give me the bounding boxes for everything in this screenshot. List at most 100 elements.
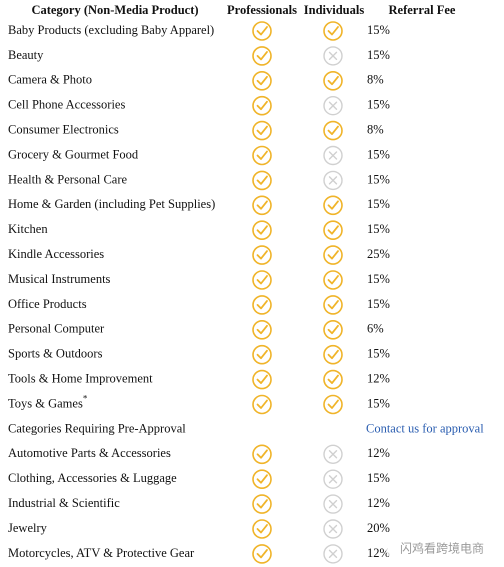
check-mark <box>256 175 268 185</box>
check-icon <box>323 394 343 415</box>
cross-icon <box>323 544 343 564</box>
check-mark <box>327 225 339 235</box>
check-icon <box>323 369 343 390</box>
check-icon <box>323 120 343 141</box>
check-circle <box>252 195 272 216</box>
fee: 15% <box>367 48 390 62</box>
category: Kindle Accessories <box>8 247 104 261</box>
check-mark <box>327 374 339 384</box>
cross-icon <box>323 469 343 489</box>
check-mark <box>256 300 268 310</box>
check-circle <box>323 195 343 216</box>
header-professionals: Professionals <box>227 3 297 17</box>
check-icon <box>323 270 343 290</box>
check-mark <box>327 200 339 210</box>
category: Kitchen <box>8 222 48 236</box>
check-mark <box>327 275 339 285</box>
check-icon <box>323 319 343 340</box>
category: Jewelry <box>8 521 48 535</box>
cross-mark <box>328 450 338 459</box>
fee: 15% <box>367 222 390 236</box>
category: Categories Requiring Pre-Approval <box>8 421 186 435</box>
check-mark <box>256 399 268 409</box>
check-icon <box>252 519 272 539</box>
check-icon <box>252 444 272 465</box>
category: Toys & Games* <box>8 394 88 411</box>
fee: 12% <box>367 546 390 560</box>
check-circle <box>252 295 272 315</box>
check-circle <box>323 21 343 41</box>
fee: 15% <box>367 297 390 311</box>
check-mark <box>256 225 268 235</box>
fee: 12% <box>367 446 390 460</box>
fee: 15% <box>367 172 390 186</box>
category: Health & Personal Care <box>8 172 128 186</box>
category: Automotive Parts & Accessories <box>8 446 171 460</box>
approval-link[interactable]: Contact us for approval <box>366 421 484 435</box>
check-circle <box>323 394 343 415</box>
watermark-bg <box>386 538 498 560</box>
check-mark <box>256 374 268 384</box>
header-individuals: Individuals <box>304 3 365 17</box>
check-mark <box>256 499 268 509</box>
category: Grocery & Gourmet Food <box>8 147 139 161</box>
cross-icon <box>323 46 343 66</box>
check-icon <box>252 494 272 514</box>
cross-icon <box>323 519 343 539</box>
check-circle <box>252 170 272 191</box>
category: Sports & Outdoors <box>8 347 103 361</box>
category: Tools & Home Improvement <box>8 371 153 385</box>
cross-mark <box>328 101 338 110</box>
check-icon <box>252 369 272 390</box>
fee: 15% <box>367 147 390 161</box>
check-mark <box>256 474 268 484</box>
check-mark <box>327 399 339 409</box>
check-circle <box>252 245 272 265</box>
header-category: Category (Non-Media Product) <box>31 3 198 17</box>
check-mark <box>256 524 268 534</box>
fee: 25% <box>367 247 390 261</box>
category: Musical Instruments <box>8 272 111 286</box>
check-icon <box>323 245 343 265</box>
category: Consumer Electronics <box>8 122 119 136</box>
check-circle <box>252 369 272 390</box>
check-mark <box>256 549 268 559</box>
check-icon <box>323 71 343 91</box>
check-circle <box>323 270 343 290</box>
cross-mark <box>328 524 338 534</box>
check-circle <box>323 71 343 91</box>
fee: 8% <box>367 122 384 136</box>
fee: 15% <box>367 272 390 286</box>
check-icon <box>252 245 272 265</box>
check-circle <box>252 95 272 116</box>
check-mark <box>256 51 268 61</box>
cross-mark <box>328 499 338 509</box>
check-circle <box>323 295 343 315</box>
footnote-mark: * <box>83 394 88 404</box>
fee: 15% <box>367 98 390 112</box>
check-icon <box>252 544 272 564</box>
check-circle <box>252 444 272 465</box>
check-circle <box>323 120 343 141</box>
cross-mark <box>328 549 338 559</box>
check-icon <box>252 220 272 240</box>
cross-icon <box>323 494 343 514</box>
category: Motorcycles, ATV & Protective Gear <box>8 546 195 560</box>
cross-mark <box>328 151 338 160</box>
fee: 12% <box>367 496 390 510</box>
check-circle <box>252 494 272 514</box>
watermark: 闪鸡看跨境电商 <box>400 541 484 556</box>
check-circle <box>252 544 272 564</box>
category: Cell Phone Accessories <box>8 98 125 112</box>
check-icon <box>252 145 272 166</box>
fee: 15% <box>367 347 390 361</box>
check-circle <box>252 469 272 490</box>
fee: 20% <box>367 521 390 535</box>
check-circle <box>252 270 272 290</box>
check-icon <box>323 195 343 216</box>
check-circle <box>323 344 343 365</box>
check-mark <box>256 26 268 36</box>
check-mark <box>327 324 339 335</box>
check-icon <box>323 21 343 41</box>
fee: 8% <box>367 73 384 87</box>
